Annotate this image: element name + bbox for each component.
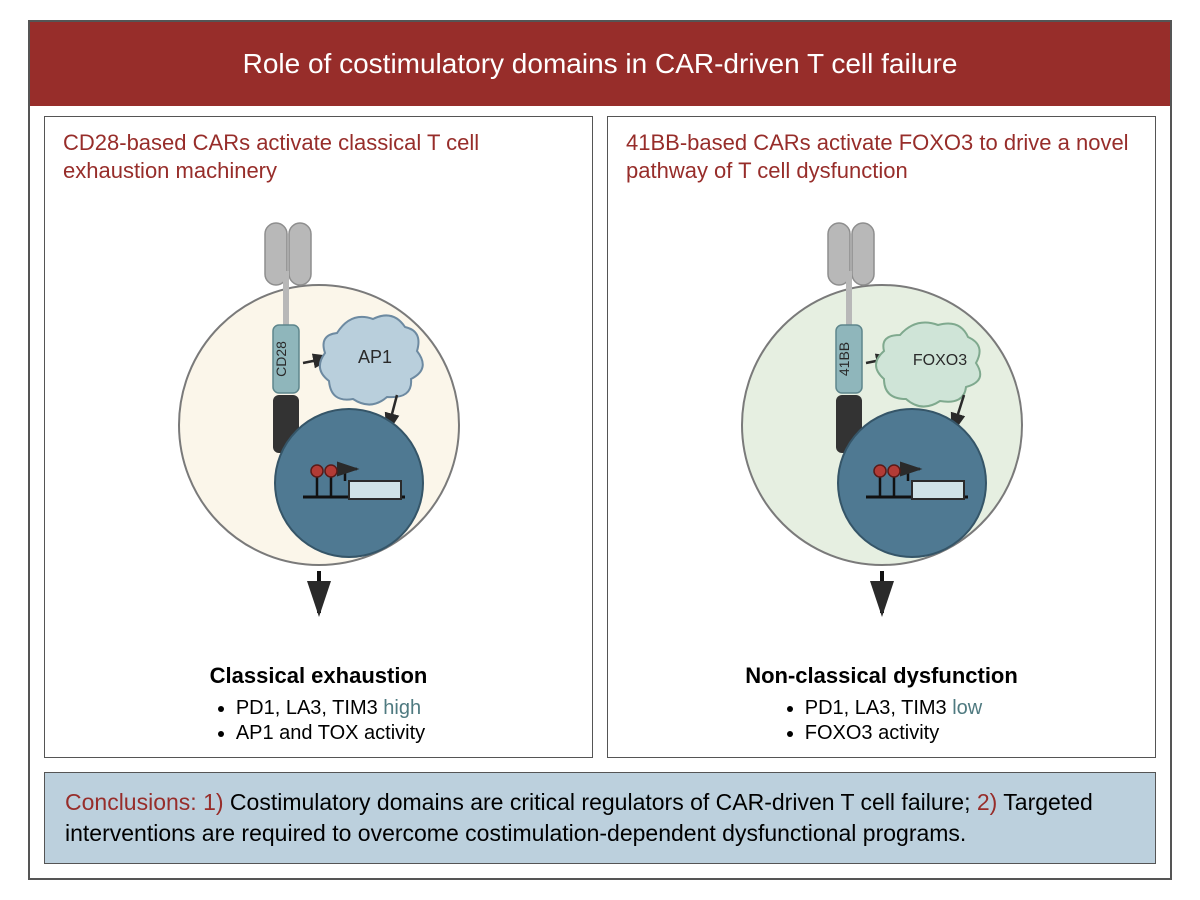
costim-label: CD28 <box>273 341 289 377</box>
figure-frame: Role of costimulatory domains in CAR-dri… <box>28 20 1172 880</box>
factor-label: AP1 <box>357 347 391 367</box>
conclusion-number: 1) <box>203 789 230 815</box>
right-panel: 41BB-based CARs activate FOXO3 to drive … <box>607 116 1156 758</box>
left-cell-diagram: CD28 AP1 <box>119 215 519 635</box>
pin-head <box>874 465 886 477</box>
receptor-stalk <box>846 271 852 325</box>
right-outcome-title: Non-classical dysfunction <box>626 663 1137 689</box>
right-diagram: 41BB FOXO3 <box>626 190 1137 661</box>
gene-box <box>912 481 964 499</box>
figure-title: Role of costimulatory domains in CAR-dri… <box>30 22 1170 106</box>
receptor-lobe <box>289 223 311 285</box>
conclusions-box: Conclusions: 1) Costimulatory domains ar… <box>44 772 1156 864</box>
left-panel-heading: CD28-based CARs activate classical T cel… <box>63 129 574 184</box>
list-item: AP1 and TOX activity <box>236 722 425 745</box>
right-bullets: PD1, LA3, TIM3 low FOXO3 activity <box>781 695 983 747</box>
left-bullets: PD1, LA3, TIM3 high AP1 and TOX activity <box>212 695 425 747</box>
pin-head <box>888 465 900 477</box>
left-outcome-title: Classical exhaustion <box>63 663 574 689</box>
conclusion-text: Costimulatory domains are critical regul… <box>230 789 971 815</box>
right-panel-heading: 41BB-based CARs activate FOXO3 to drive … <box>626 129 1137 184</box>
pin-head <box>325 465 337 477</box>
list-item: PD1, LA3, TIM3 high <box>236 697 425 720</box>
left-panel: CD28-based CARs activate classical T cel… <box>44 116 593 758</box>
receptor-lobe <box>852 223 874 285</box>
conclusions-label: Conclusions: <box>65 789 197 815</box>
left-diagram: CD28 AP1 <box>63 190 574 661</box>
costim-label: 41BB <box>836 342 852 376</box>
panels-row: CD28-based CARs activate classical T cel… <box>30 106 1170 766</box>
list-item: PD1, LA3, TIM3 low <box>805 697 983 720</box>
list-item: FOXO3 activity <box>805 722 983 745</box>
factor-label: FOXO3 <box>912 352 966 369</box>
conclusion-number: 2) <box>977 789 1003 815</box>
pin-head <box>311 465 323 477</box>
right-cell-diagram: 41BB FOXO3 <box>682 215 1082 635</box>
gene-box <box>349 481 401 499</box>
receptor-stalk <box>283 271 289 325</box>
